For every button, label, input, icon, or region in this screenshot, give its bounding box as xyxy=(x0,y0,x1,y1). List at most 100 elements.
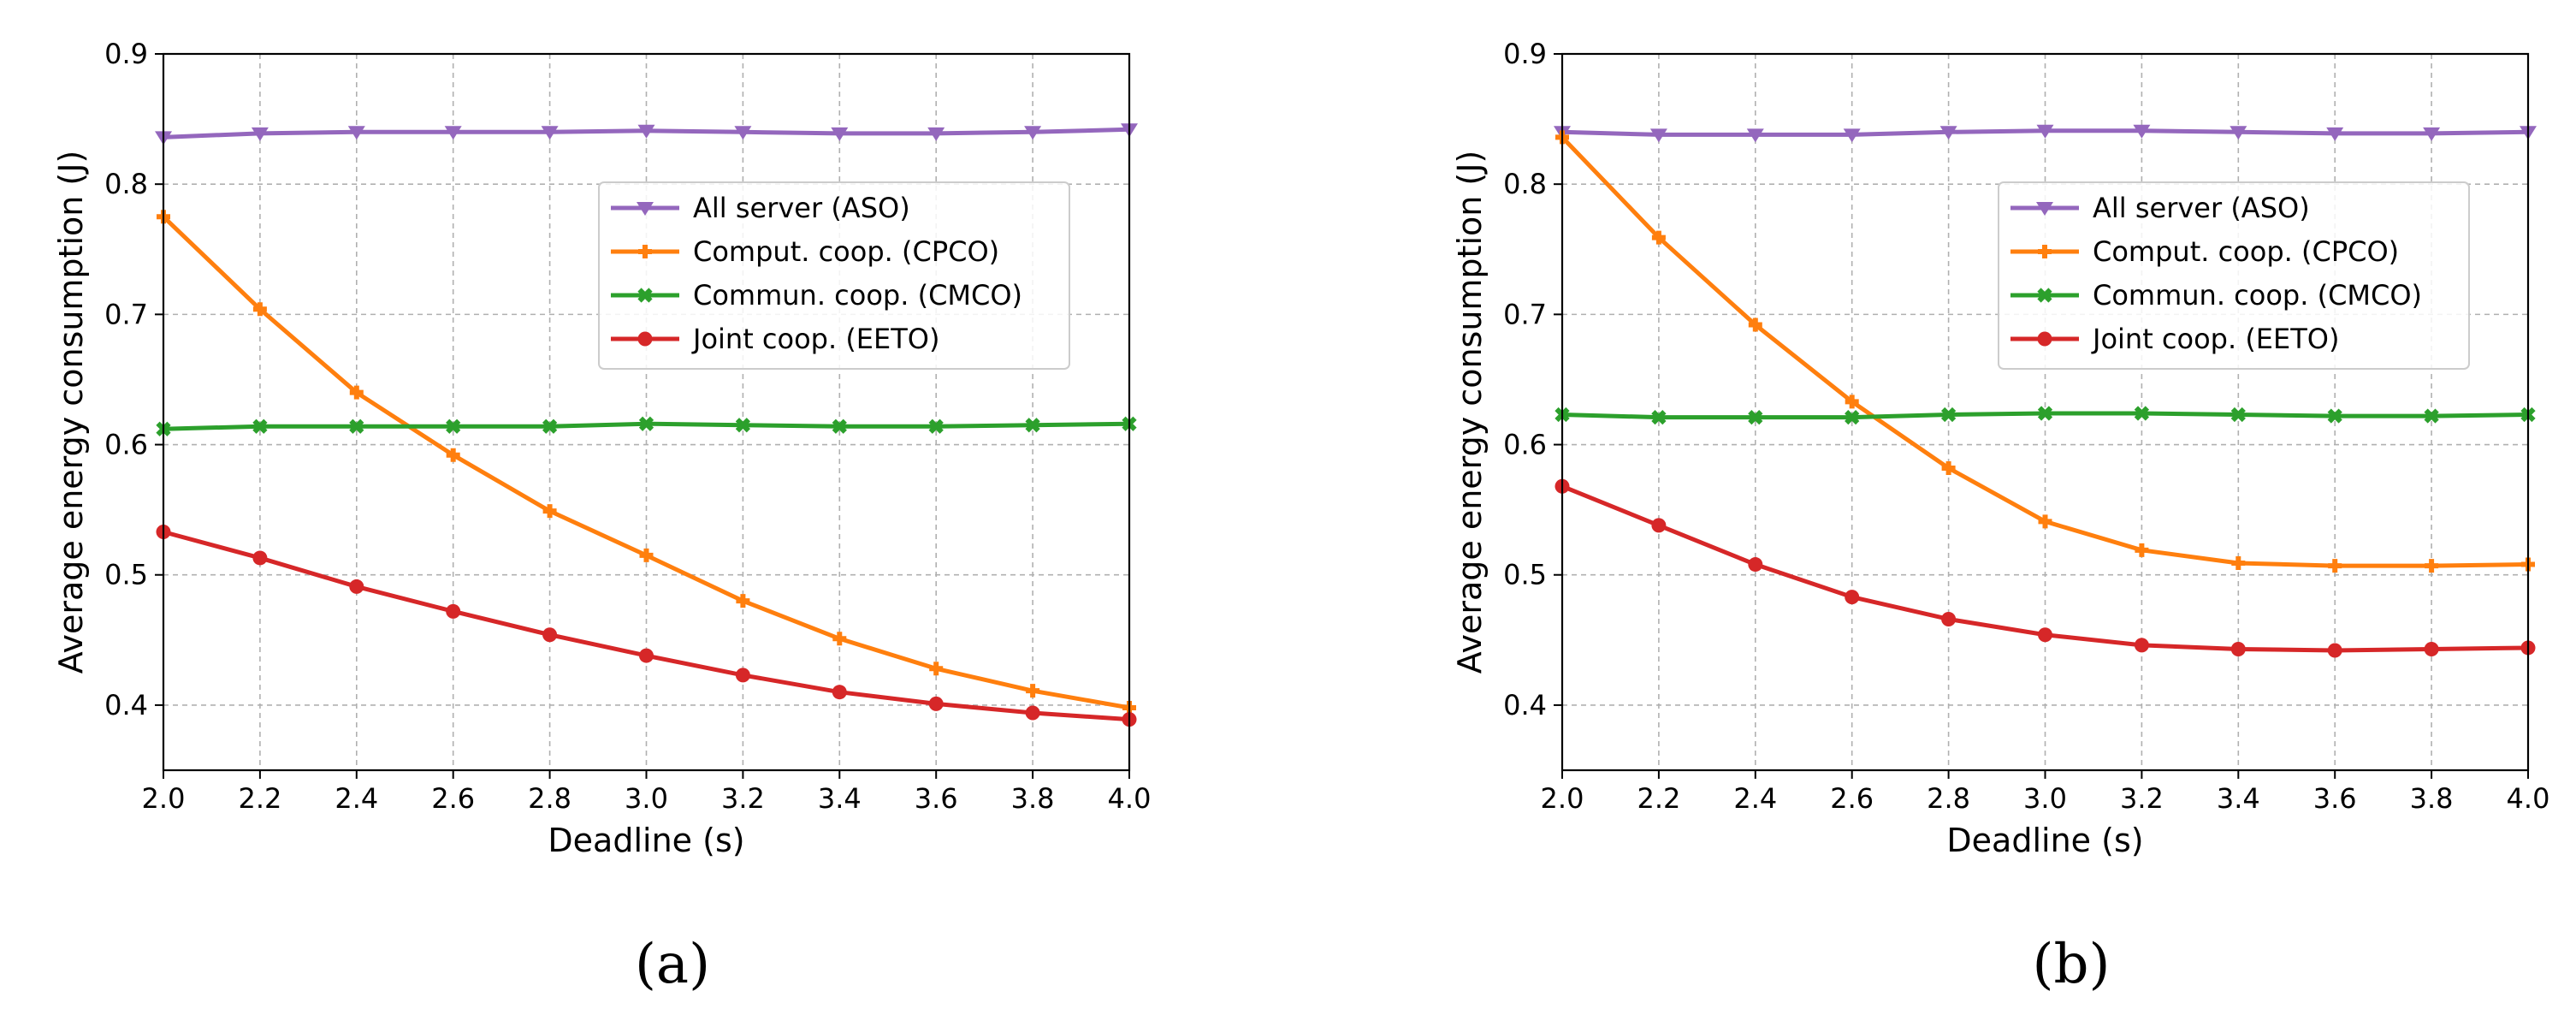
data-point xyxy=(735,668,750,683)
plot-frame xyxy=(162,52,1131,772)
legend-label: Joint coop. (EETO) xyxy=(691,323,939,355)
data-point xyxy=(2037,406,2053,421)
data-point xyxy=(446,603,461,619)
x-tick-label: 4.0 xyxy=(2507,782,2550,815)
x-axis-title: Deadline (s) xyxy=(1946,822,2143,859)
data-point xyxy=(2231,556,2246,571)
data-point xyxy=(1651,230,1666,245)
data-point xyxy=(252,302,267,317)
y-tick-label: 0.9 xyxy=(1503,38,1547,70)
x-tick-label: 2.6 xyxy=(1830,782,1874,815)
data-point xyxy=(347,126,365,140)
data-point xyxy=(1651,409,1667,425)
data-point xyxy=(542,504,557,519)
y-tick-label: 0.4 xyxy=(1503,689,1547,721)
data-point xyxy=(638,416,654,431)
x-tick-label: 2.0 xyxy=(142,782,186,815)
data-point xyxy=(2133,124,2151,139)
x-tick-label: 3.4 xyxy=(2217,782,2260,815)
data-point xyxy=(542,627,558,643)
x-tick-label: 2.4 xyxy=(335,782,378,815)
data-point xyxy=(2328,559,2342,573)
legend-box xyxy=(1998,181,2470,370)
data-point xyxy=(1939,126,1957,140)
data-point xyxy=(446,448,460,462)
legend-marker xyxy=(2036,202,2053,216)
x-tick-label: 3.0 xyxy=(625,782,668,815)
data-point xyxy=(832,632,847,646)
data-point xyxy=(928,696,944,711)
data-point xyxy=(1649,128,1667,143)
x-tick-label: 2.2 xyxy=(1637,782,1680,815)
data-point xyxy=(1025,418,1040,433)
y-tick-label: 0.6 xyxy=(1503,429,1547,461)
data-point xyxy=(1845,409,1860,425)
data-point xyxy=(1845,395,1859,409)
data-point xyxy=(2423,127,2441,141)
data-point xyxy=(734,126,752,140)
data-point xyxy=(251,127,269,141)
data-point xyxy=(736,594,750,608)
series-commun-coop-cmco xyxy=(156,416,1137,436)
data-point xyxy=(1748,557,1763,573)
series-all-server-aso xyxy=(155,123,1138,145)
y-tick-label: 0.8 xyxy=(1503,168,1547,200)
legend-label: Commun. coop. (CMCO) xyxy=(693,279,1022,312)
data-point xyxy=(832,418,847,434)
legend-label: Commun. coop. (CMCO) xyxy=(2093,279,2422,312)
y-tick-label: 0.7 xyxy=(104,298,148,330)
data-point xyxy=(639,548,654,562)
data-point xyxy=(831,127,849,141)
series-line xyxy=(1561,484,2529,653)
data-point xyxy=(349,385,364,400)
plot-frame xyxy=(1560,52,2530,772)
series-comput-coop-cpco xyxy=(1555,130,2535,573)
legend-label: Comput. coop. (CPCO) xyxy=(2093,235,2399,268)
data-point xyxy=(2327,643,2342,658)
legend-marker xyxy=(2038,245,2052,258)
data-point xyxy=(2230,641,2246,656)
data-point xyxy=(2424,408,2439,424)
data-point xyxy=(1748,318,1762,332)
data-point xyxy=(2326,127,2344,141)
data-point xyxy=(2230,126,2247,140)
y-tick-label: 0.7 xyxy=(1503,298,1547,330)
data-point xyxy=(252,418,268,434)
legend-marker xyxy=(2037,331,2052,347)
data-point xyxy=(1025,705,1040,721)
data-point xyxy=(2134,406,2150,421)
data-point xyxy=(1941,611,1957,626)
x-tick-label: 2.4 xyxy=(1733,782,1777,815)
y-tick-label: 0.5 xyxy=(1503,559,1547,591)
data-point xyxy=(832,685,847,700)
y-tick-label: 0.9 xyxy=(104,38,148,70)
x-axis-title: Deadline (s) xyxy=(548,822,744,859)
data-point xyxy=(2230,407,2246,423)
legend-marker xyxy=(637,331,653,347)
legend: All server (ASO) Comput. coop. (CPCO) Comm… xyxy=(1998,181,2470,370)
data-point xyxy=(1026,684,1040,698)
data-point xyxy=(639,648,654,663)
series-joint-coop-eeto xyxy=(1554,478,2536,658)
chart-panel-a: 2.0 2.2 2.4 2.6 2.8 3.0 3.2 3.4 3.6 3.8 4.0 0.4 0.5 0… xyxy=(52,38,1151,996)
data-point xyxy=(2134,638,2149,653)
data-point xyxy=(929,662,944,676)
x-tick-label: 2.2 xyxy=(238,782,281,815)
x-tick-label: 4.0 xyxy=(1108,782,1152,815)
data-point xyxy=(1746,128,1764,143)
data-point xyxy=(541,126,559,140)
legend-label: Comput. coop. (CPCO) xyxy=(693,235,999,268)
data-point xyxy=(446,418,461,434)
y-axis-title: Average energy consumption (J) xyxy=(52,151,90,674)
data-point xyxy=(928,418,944,434)
y-tick-label: 0.5 xyxy=(104,559,148,591)
legend: All server (ASO) Comput. coop. (CPCO) Comm… xyxy=(598,181,1070,370)
data-point xyxy=(2038,627,2052,643)
x-tick-label: 2.8 xyxy=(1927,782,1970,815)
x-tick-label: 3.4 xyxy=(818,782,862,815)
series-commun-coop-cmco xyxy=(1554,406,2536,425)
series-joint-coop-eeto xyxy=(156,525,1137,727)
data-point xyxy=(1845,590,1860,605)
data-point xyxy=(927,127,945,141)
